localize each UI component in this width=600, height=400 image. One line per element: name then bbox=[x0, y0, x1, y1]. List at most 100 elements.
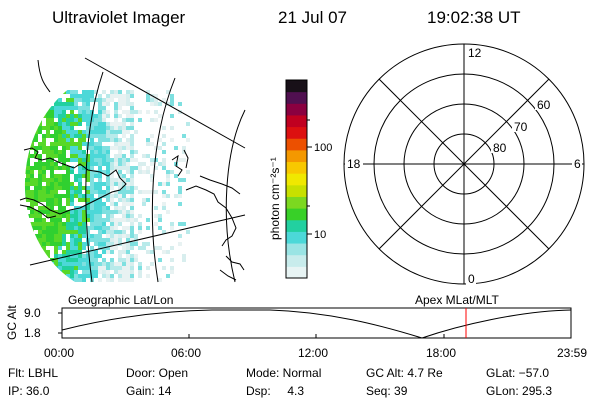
emission-pixel bbox=[86, 102, 90, 106]
emission-pixel bbox=[150, 174, 154, 178]
emission-pixel bbox=[110, 194, 114, 198]
emission-pixel bbox=[78, 170, 82, 174]
emission-pixel bbox=[66, 106, 70, 110]
emission-pixel bbox=[134, 166, 138, 170]
emission-pixel bbox=[118, 98, 122, 102]
emission-pixel bbox=[126, 142, 130, 146]
emission-pixel bbox=[182, 178, 186, 182]
emission-pixel bbox=[74, 150, 78, 154]
colorbar-cell bbox=[286, 254, 307, 267]
emission-pixel bbox=[154, 206, 158, 210]
emission-pixel bbox=[30, 190, 34, 194]
emission-pixel bbox=[50, 202, 54, 206]
emission-pixel bbox=[106, 210, 110, 214]
emission-pixel bbox=[18, 250, 22, 254]
emission-pixel bbox=[24, 158, 26, 162]
emission-pixel bbox=[118, 206, 122, 210]
emission-pixel bbox=[58, 106, 62, 110]
emission-pixel bbox=[62, 126, 66, 130]
label-bg bbox=[491, 140, 509, 153]
emission-pixel bbox=[90, 154, 94, 158]
emission-pixel bbox=[58, 218, 62, 222]
emission-pixel bbox=[110, 278, 114, 282]
emission-pixel bbox=[186, 170, 190, 174]
emission-pixel bbox=[162, 250, 166, 254]
emission-pixel bbox=[154, 146, 158, 150]
emission-pixel bbox=[38, 94, 42, 98]
emission-pixel bbox=[90, 214, 94, 218]
emission-pixel bbox=[138, 190, 142, 194]
emission-pixel bbox=[86, 170, 90, 174]
emission-pixel bbox=[98, 186, 102, 190]
emission-pixel bbox=[34, 266, 38, 270]
emission-pixel bbox=[46, 238, 50, 242]
emission-pixel bbox=[118, 170, 122, 174]
emission-pixel bbox=[118, 166, 122, 170]
emission-pixel bbox=[154, 102, 158, 106]
emission-pixel bbox=[142, 190, 146, 194]
emission-pixel bbox=[118, 250, 122, 254]
emission-pixel bbox=[94, 262, 98, 266]
emission-pixel bbox=[126, 210, 130, 214]
colorbar-cell bbox=[286, 103, 307, 116]
emission-pixel bbox=[18, 222, 22, 226]
emission-pixel bbox=[102, 258, 106, 262]
emission-pixel bbox=[122, 178, 126, 182]
emission-pixel bbox=[62, 238, 66, 242]
emission-pixel bbox=[66, 130, 70, 134]
emission-pixel bbox=[46, 242, 50, 246]
emission-pixel bbox=[50, 190, 54, 194]
emission-pixel bbox=[126, 162, 130, 166]
emission-pixel bbox=[98, 234, 102, 238]
emission-pixel bbox=[150, 250, 154, 254]
emission-pixel bbox=[54, 126, 58, 130]
emission-pixel bbox=[130, 174, 134, 178]
emission-pixel bbox=[118, 106, 122, 110]
emission-pixel bbox=[98, 246, 102, 250]
date-label: 21 Jul 07 bbox=[278, 8, 347, 27]
emission-pixel bbox=[24, 210, 26, 214]
emission-pixel bbox=[98, 166, 102, 170]
emission-pixel bbox=[74, 206, 78, 210]
emission-pixel bbox=[34, 118, 38, 122]
emission-pixel bbox=[62, 182, 66, 186]
emission-pixel bbox=[170, 258, 174, 262]
emission-pixel bbox=[126, 110, 130, 114]
emission-pixel bbox=[110, 230, 114, 234]
emission-pixel bbox=[122, 146, 126, 150]
emission-pixel bbox=[26, 102, 30, 106]
emission-pixel bbox=[126, 90, 130, 94]
emission-pixel bbox=[70, 186, 74, 190]
emission-pixel bbox=[138, 170, 142, 174]
emission-pixel bbox=[118, 278, 122, 282]
emission-pixel bbox=[110, 138, 114, 142]
emission-pixel bbox=[134, 186, 138, 190]
emission-pixel bbox=[70, 158, 74, 162]
emission-pixel bbox=[26, 182, 30, 186]
emission-pixel bbox=[78, 250, 82, 254]
emission-pixel bbox=[70, 222, 74, 226]
emission-pixel bbox=[118, 142, 122, 146]
emission-pixel bbox=[162, 190, 166, 194]
emission-pixel bbox=[74, 278, 78, 282]
emission-pixel bbox=[62, 90, 66, 94]
emission-pixel bbox=[122, 94, 126, 98]
emission-pixel bbox=[62, 234, 66, 238]
emission-pixel bbox=[58, 234, 62, 238]
emission-pixel bbox=[118, 254, 122, 258]
mlt-label-midnight: 0 bbox=[468, 272, 475, 286]
emission-pixel bbox=[130, 122, 134, 126]
emission-pixel bbox=[30, 94, 34, 98]
emission-pixel bbox=[126, 158, 130, 162]
emission-pixel bbox=[66, 122, 70, 126]
emission-pixel bbox=[162, 162, 166, 166]
emission-pixel bbox=[154, 246, 158, 250]
colorbar-tick-label: 100 bbox=[314, 142, 332, 154]
emission-pixel bbox=[102, 114, 106, 118]
emission-pixel bbox=[178, 158, 182, 162]
emission-pixel bbox=[30, 246, 34, 250]
emission-pixel bbox=[58, 254, 62, 258]
emission-pixel bbox=[70, 110, 74, 114]
emission-pixel bbox=[54, 138, 58, 142]
emission-pixel bbox=[78, 166, 82, 170]
